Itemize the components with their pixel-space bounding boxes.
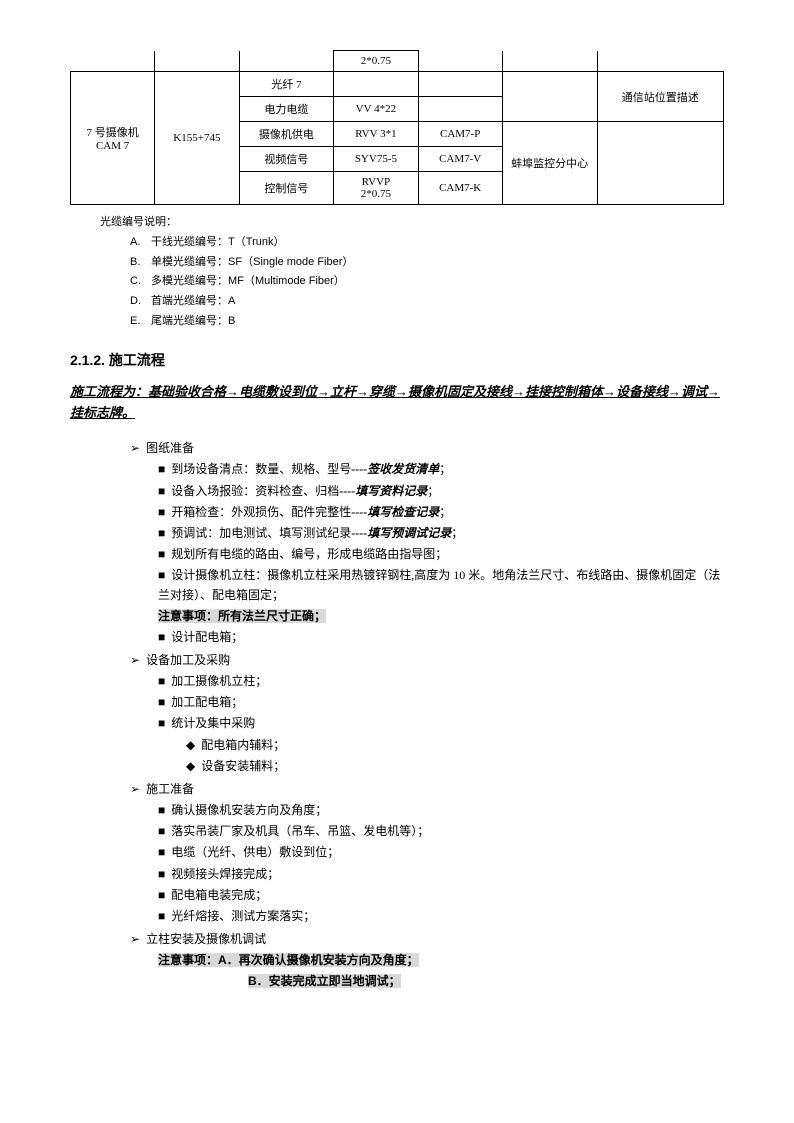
sub-list-item: ◆配电箱内辅料；: [186, 736, 724, 755]
table-cell: RVV 3*1: [334, 122, 418, 147]
table-cell: [334, 72, 418, 97]
list-item: ■统计及集中采购: [158, 714, 724, 733]
list-item: ■落实吊装厂家及机具（吊车、吊篮、发电机等）；: [158, 822, 724, 841]
table-col0: 7 号摄像机 CAM 7: [71, 72, 155, 205]
list-item: ■视频接头焊接完成；: [158, 865, 724, 884]
table-cell: VV 4*22: [334, 97, 418, 122]
note-item: C. 多模光缆编号：MF（Multimode Fiber）: [130, 272, 724, 292]
table-cell: 2*0.75: [334, 51, 418, 72]
table-cell: 摄像机供电: [239, 122, 334, 147]
cable-table: 2*0.75 7 号摄像机 CAM 7 K155+745 光纤 7 通信站位置描…: [70, 50, 724, 205]
list-item: ■加工摄像机立柱；: [158, 672, 724, 691]
table-cell: CAM7-V: [418, 147, 502, 172]
attention-line: B．安装完成立即当地调试；: [248, 972, 724, 991]
list-item: ■规划所有电缆的路由、编号，形成电缆路由指导图；: [158, 545, 724, 564]
list-item: 注意事项：所有法兰尺寸正确；: [158, 607, 724, 626]
group-heading: ➢施工准备: [130, 780, 724, 797]
note-item: E. 尾端光缆编号：B: [130, 312, 724, 332]
table-cell: CAM7-P: [418, 122, 502, 147]
group-heading: ➢立柱安装及摄像机调试: [130, 930, 724, 947]
section-heading: 2.1.2. 施工流程: [70, 350, 724, 370]
table-cell: [597, 122, 723, 205]
notes-title: 光缆编号说明：: [100, 213, 724, 233]
list-item: ■到场设备清点：数量、规格、型号----签收发货清单；: [158, 460, 724, 479]
list-item: ■加工配电箱；: [158, 693, 724, 712]
note-item: A. 干线光缆编号：T（Trunk）: [130, 233, 724, 253]
table-col1: K155+745: [155, 72, 239, 205]
table-cell: [418, 72, 502, 97]
list-item: ■配电箱电装完成；: [158, 886, 724, 905]
list-item: ■光纤熔接、测试方案落实；: [158, 907, 724, 926]
list-item: ■设计配电箱；: [158, 628, 724, 647]
table-cell: 控制信号: [239, 172, 334, 205]
list-item: ■开箱检查：外观损伤、配件完整性----填写检查记录；: [158, 503, 724, 522]
list-item: ■设计摄像机立柱：摄像机立柱采用热镀锌钢柱,高度为 10 米。地角法兰尺寸、布线…: [158, 566, 724, 604]
table-cell: [418, 97, 502, 122]
cable-notes: 光缆编号说明： A. 干线光缆编号：T（Trunk）B. 单模光缆编号：SF（S…: [100, 213, 724, 332]
table-cell: RVVP 2*0.75: [334, 172, 418, 205]
table-cell: 视频信号: [239, 147, 334, 172]
sub-list-item: ◆设备安装辅料；: [186, 757, 724, 776]
group-heading: ➢图纸准备: [130, 439, 724, 456]
table-cell: SYV75-5: [334, 147, 418, 172]
list-item: ■设备入场报验：资料检查、归档----填写资料记录；: [158, 482, 724, 501]
note-item: B. 单模光缆编号：SF（Single mode Fiber）: [130, 253, 724, 273]
table-cell-merged: 蚌埠监控分中心: [502, 122, 597, 205]
table-cell: 电力电缆: [239, 97, 334, 122]
list-item: ■预调试：加电测试、填写测试纪录----填写预调试记录；: [158, 524, 724, 543]
group-heading: ➢设备加工及采购: [130, 651, 724, 668]
table-cell: CAM7-K: [418, 172, 502, 205]
attention-line: 注意事项：A．再次确认摄像机安装方向及角度；: [158, 951, 724, 970]
table-cell: [502, 72, 597, 122]
table-cell: 光纤 7: [239, 72, 334, 97]
list-item: ■确认摄像机安装方向及角度；: [158, 801, 724, 820]
note-item: D. 首端光缆编号：A: [130, 292, 724, 312]
table-cell: 通信站位置描述: [597, 72, 723, 122]
content-list: ➢图纸准备 ■到场设备清点：数量、规格、型号----签收发货清单； ■设备入场报验：…: [130, 439, 724, 991]
list-item: ■电缆（光纤、供电）敷设到位；: [158, 843, 724, 862]
flow-paragraph: 施工流程为：基础验收合格→电缆敷设到位→立杆→穿缆→摄像机固定及接线→挂接控制箱…: [70, 382, 724, 424]
